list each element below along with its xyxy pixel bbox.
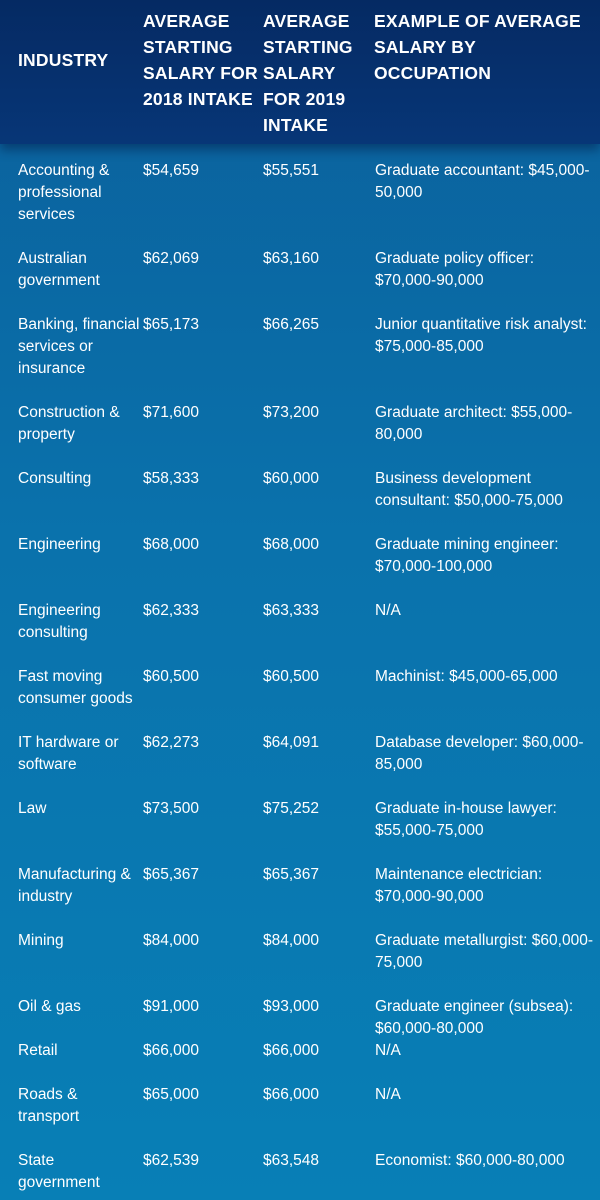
example-salary-cell: Graduate accountant: $45,000-50,000 xyxy=(375,162,590,201)
salary-2019-cell: $63,548 xyxy=(263,1152,320,1169)
example-salary-cell: Database developer: $60,000-85,000 xyxy=(375,734,584,773)
industry-cell: Roads & transport xyxy=(18,1086,80,1125)
example-salary-cell: Machinist: $45,000-65,000 xyxy=(375,668,558,685)
industry-cell: Law xyxy=(18,800,47,817)
header-industry: INDUSTRY xyxy=(18,50,109,70)
example-salary-cell: Graduate mining engineer: $70,000-100,00… xyxy=(375,536,559,575)
example-salary-cell: Graduate architect: $55,000-80,000 xyxy=(375,404,573,443)
industry-cell: Fast moving consumer goods xyxy=(18,668,133,707)
industry-cell: Banking, financial services or insurance xyxy=(18,316,140,377)
salary-2018-cell: $65,173 xyxy=(143,316,200,333)
salary-2019-cell: $66,000 xyxy=(263,1086,320,1103)
salary-2018-cell: $84,000 xyxy=(143,932,200,949)
salary-2018-cell: $54,659 xyxy=(143,162,200,179)
example-salary-cell: Business development consultant: $50,000… xyxy=(375,470,563,509)
salary-2019-cell: $60,000 xyxy=(263,470,320,487)
salary-2018-cell: $65,000 xyxy=(143,1086,200,1103)
salary-2018-cell: $58,333 xyxy=(143,470,200,487)
salary-2019-cell: $84,000 xyxy=(263,932,320,949)
industry-cell: Australian government xyxy=(18,250,100,289)
example-salary-cell: Maintenance electrician: $70,000-90,000 xyxy=(375,866,543,905)
example-salary-cell: Junior quantitative risk analyst: $75,00… xyxy=(375,316,587,355)
industry-cell: Consulting xyxy=(18,470,92,487)
salary-2019-cell: $66,265 xyxy=(263,316,320,333)
salary-2018-cell: $65,367 xyxy=(143,866,200,883)
salary-2019-cell: $60,500 xyxy=(263,668,320,685)
industry-cell: Retail xyxy=(18,1042,58,1059)
industry-cell: Engineering xyxy=(18,536,101,553)
salary-2018-cell: $68,000 xyxy=(143,536,200,553)
salary-2019-cell: $55,551 xyxy=(263,162,320,179)
salary-2018-cell: $91,000 xyxy=(143,998,200,1015)
salary-2018-cell: $66,000 xyxy=(143,1042,200,1059)
industry-cell: Manufacturing & industry xyxy=(18,866,131,905)
header-salary-2018: AVERAGE STARTING SALARY FOR 2018 INTAKE xyxy=(143,11,258,109)
industry-cell: Construction & property xyxy=(18,404,120,443)
industry-cell: IT hardware or software xyxy=(18,734,119,773)
salary-2018-cell: $73,500 xyxy=(143,800,200,817)
salary-2018-cell: $60,500 xyxy=(143,668,200,685)
example-salary-cell: Graduate in-house lawyer: $55,000-75,000 xyxy=(375,800,557,839)
header-example-salary: EXAMPLE OF AVERAGE SALARY BY OCCUPATION xyxy=(374,11,581,83)
salary-2019-cell: $65,367 xyxy=(263,866,320,883)
salary-2019-cell: $63,333 xyxy=(263,602,320,619)
salary-2019-cell: $63,160 xyxy=(263,250,320,267)
example-salary-cell: N/A xyxy=(375,602,401,619)
industry-cell: Accounting & professional services xyxy=(18,162,110,223)
example-salary-cell: Graduate engineer (subsea): $60,000-80,0… xyxy=(375,998,574,1037)
salary-2018-cell: $62,069 xyxy=(143,250,200,267)
salary-2018-cell: $62,273 xyxy=(143,734,200,751)
industry-cell: Engineering consulting xyxy=(18,602,101,641)
salary-2018-cell: $62,333 xyxy=(143,602,200,619)
industry-cell: State government xyxy=(18,1152,100,1191)
salary-2018-cell: $71,600 xyxy=(143,404,200,421)
industry-cell: Mining xyxy=(18,932,64,949)
salary-2019-cell: $68,000 xyxy=(263,536,320,553)
header-salary-2019: AVERAGE STARTING SALARY FOR 2019 INTAKE xyxy=(263,11,353,135)
example-salary-cell: Graduate policy officer: $70,000-90,000 xyxy=(375,250,535,289)
example-salary-cell: Economist: $60,000-80,000 xyxy=(375,1152,565,1169)
salary-2019-cell: $75,252 xyxy=(263,800,320,817)
industry-cell: Oil & gas xyxy=(18,998,81,1015)
table-header: INDUSTRY AVERAGE STARTING SALARY FOR 201… xyxy=(0,0,600,144)
example-salary-cell: N/A xyxy=(375,1086,401,1103)
salary-2019-cell: $73,200 xyxy=(263,404,320,421)
salary-2018-cell: $62,539 xyxy=(143,1152,200,1169)
example-salary-cell: N/A xyxy=(375,1042,401,1059)
example-salary-cell: Graduate metallurgist: $60,000-75,000 xyxy=(375,932,593,971)
salary-2019-cell: $93,000 xyxy=(263,998,320,1015)
salary-2019-cell: $64,091 xyxy=(263,734,320,751)
salary-2019-cell: $66,000 xyxy=(263,1042,320,1059)
